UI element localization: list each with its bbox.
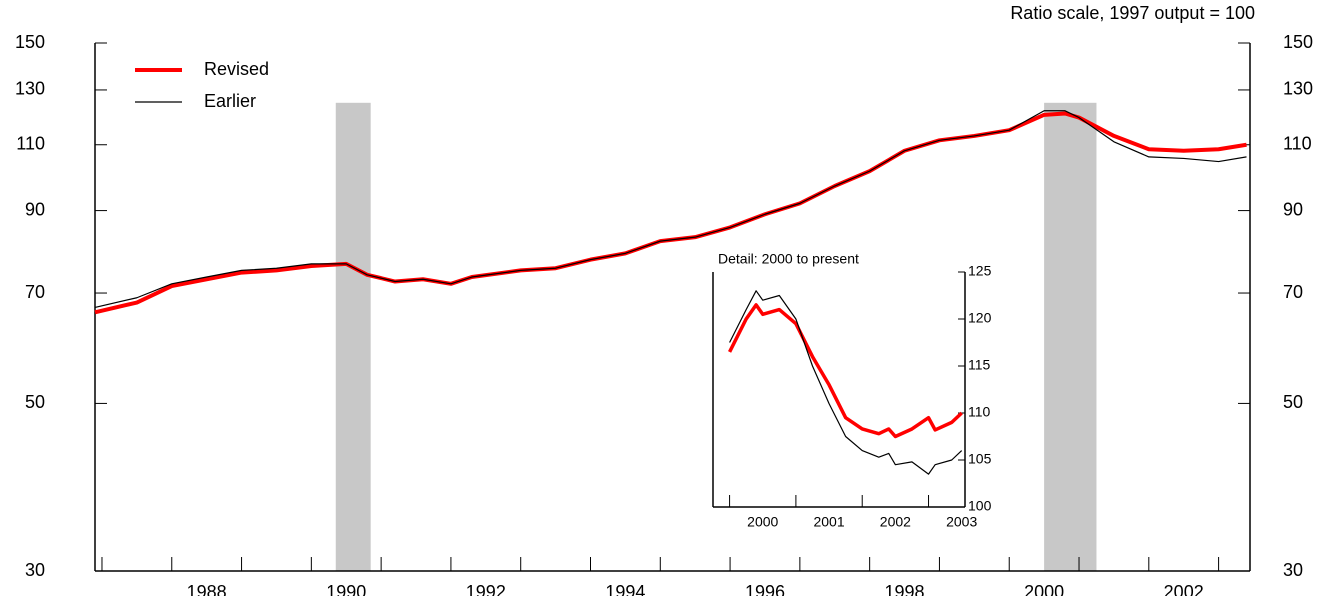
y-tick-label: 110 [16, 134, 45, 154]
y-tick-label-right: 150 [1283, 32, 1313, 52]
x-tick-label: 2001 [813, 514, 844, 530]
chart-subtitle: Ratio scale, 1997 output = 100 [1010, 3, 1255, 23]
y-tick-label-right: 30 [1283, 560, 1303, 580]
y-tick-label-right: 50 [1283, 392, 1303, 412]
legend-label: Earlier [204, 91, 256, 111]
x-tick-label: 2002 [880, 514, 911, 530]
x-tick-label: 1998 [885, 582, 925, 596]
y-tick-label: 30 [25, 560, 45, 580]
y-tick-label: 125 [968, 263, 992, 279]
x-tick-label: 2000 [1024, 582, 1064, 596]
y-tick-label: 100 [968, 498, 992, 514]
x-tick-label: 1994 [605, 582, 645, 596]
y-tick-label: 90 [25, 199, 45, 219]
x-tick-label: 2002 [1164, 582, 1204, 596]
line-0 [728, 303, 963, 439]
x-tick-label: 1988 [187, 582, 227, 596]
x-tick-label: 2003 [946, 514, 977, 530]
y-tick-label-right: 90 [1283, 199, 1303, 219]
y-tick-label-right: 110 [1283, 134, 1312, 154]
y-tick-label: 150 [15, 32, 45, 52]
y-tick-label: 105 [968, 451, 992, 467]
y-tick-label: 115 [968, 357, 991, 373]
x-tick-label: 1996 [745, 582, 785, 596]
x-tick-label: 2000 [747, 514, 778, 530]
y-tick-label-right: 70 [1283, 282, 1303, 302]
x-tick-label: 1992 [466, 582, 506, 596]
legend-label: Revised [204, 59, 269, 79]
inset-title: Detail: 2000 to present [718, 251, 859, 267]
line-1 [729, 290, 963, 475]
y-tick-label: 70 [25, 282, 45, 302]
y-tick-label-right: 130 [1283, 79, 1313, 99]
recession-shade [1044, 102, 1097, 571]
recession-shade [335, 102, 371, 571]
line-1 [94, 110, 1247, 308]
y-tick-label: 120 [968, 310, 992, 326]
y-tick-label: 130 [15, 79, 45, 99]
x-tick-label: 1990 [326, 582, 366, 596]
y-tick-label: 50 [25, 392, 45, 412]
y-tick-label: 110 [968, 404, 991, 420]
